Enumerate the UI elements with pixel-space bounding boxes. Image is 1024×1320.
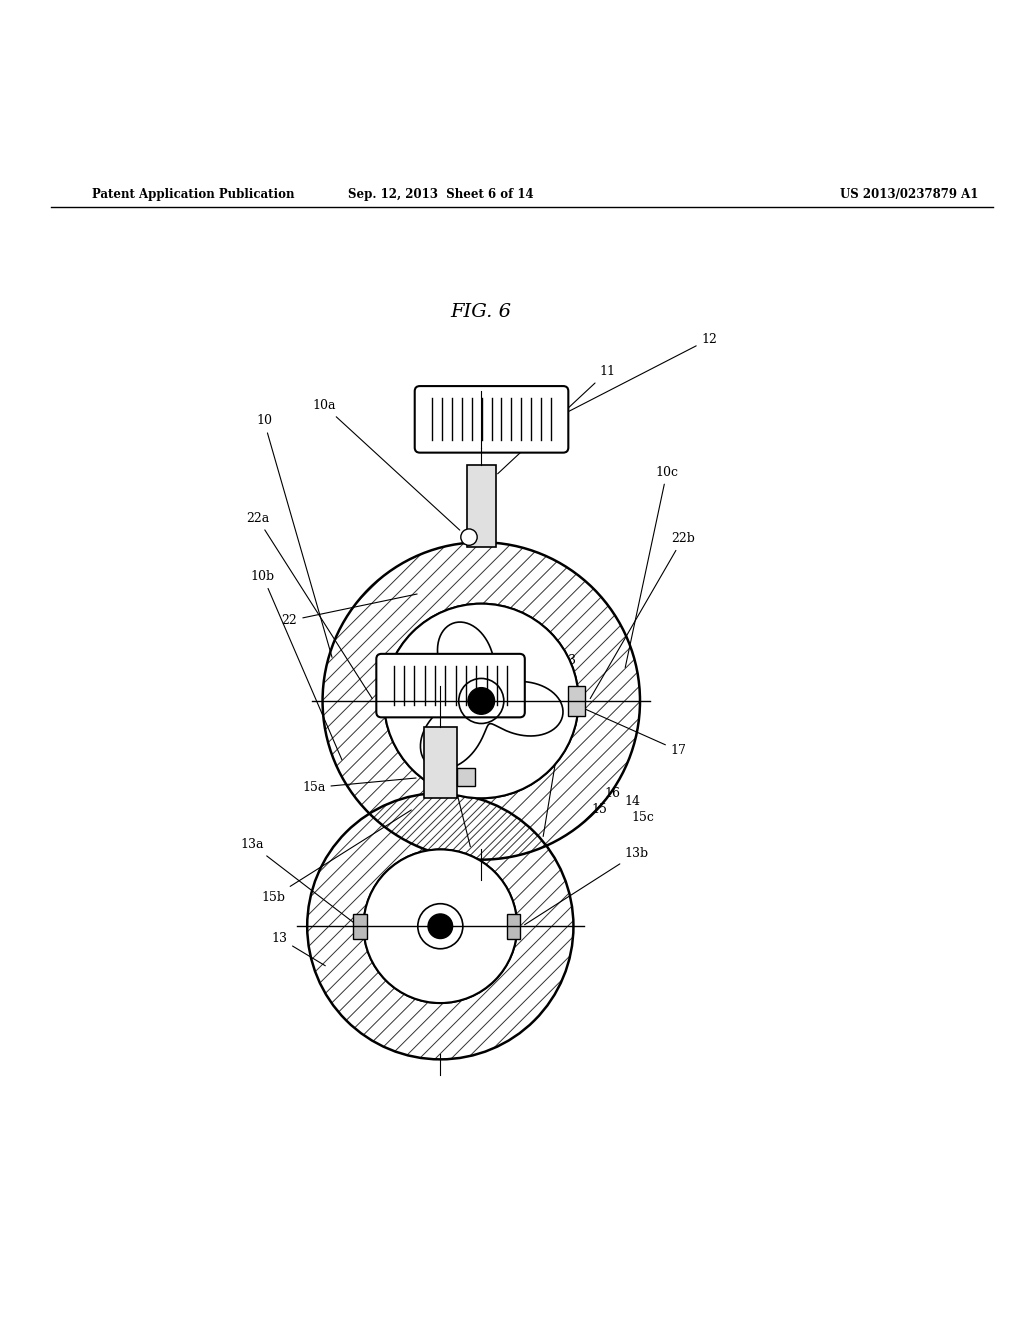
Bar	[424, 726, 457, 799]
Text: 11: 11	[498, 366, 615, 474]
Text: 15a: 15a	[302, 777, 416, 795]
Bar	[378, 685, 394, 717]
Text: 13b: 13b	[524, 846, 649, 925]
Text: 22: 22	[282, 594, 417, 627]
FancyBboxPatch shape	[415, 385, 568, 453]
Text: Patent Application Publication: Patent Application Publication	[92, 187, 295, 201]
Circle shape	[364, 850, 517, 1003]
Text: US 2013/0237879 A1: US 2013/0237879 A1	[840, 187, 978, 201]
Text: 3: 3	[543, 655, 577, 837]
Text: 7: 7	[420, 655, 470, 846]
Text: 10a: 10a	[312, 399, 460, 531]
Circle shape	[364, 850, 517, 1003]
Circle shape	[468, 688, 495, 714]
Text: 22a: 22a	[246, 512, 373, 698]
Circle shape	[428, 913, 453, 939]
Text: 15c: 15c	[632, 812, 654, 824]
Text: 15: 15	[592, 803, 608, 816]
Text: FIG. 6: FIG. 6	[451, 302, 512, 321]
Circle shape	[461, 529, 477, 545]
Circle shape	[384, 603, 579, 799]
Bar	[467, 466, 496, 548]
Text: 13: 13	[271, 932, 326, 966]
Text: 16: 16	[604, 787, 621, 800]
Bar	[353, 913, 367, 939]
Text: 17: 17	[512, 676, 687, 758]
Text: 10: 10	[256, 414, 332, 657]
Bar	[568, 685, 585, 717]
Bar	[457, 767, 475, 785]
Text: 13a: 13a	[241, 838, 356, 924]
Circle shape	[384, 603, 579, 799]
Text: 14: 14	[625, 795, 641, 808]
FancyBboxPatch shape	[377, 653, 524, 717]
Text: Sep. 12, 2013  Sheet 6 of 14: Sep. 12, 2013 Sheet 6 of 14	[347, 187, 534, 201]
Text: FIG. 7: FIG. 7	[420, 713, 481, 730]
Bar	[507, 913, 520, 939]
Text: 12: 12	[565, 333, 718, 413]
Text: 22b: 22b	[590, 532, 694, 698]
Text: 10c: 10c	[626, 466, 678, 668]
Text: 10b: 10b	[251, 570, 342, 760]
Polygon shape	[421, 622, 563, 770]
Text: 15b: 15b	[261, 810, 412, 904]
